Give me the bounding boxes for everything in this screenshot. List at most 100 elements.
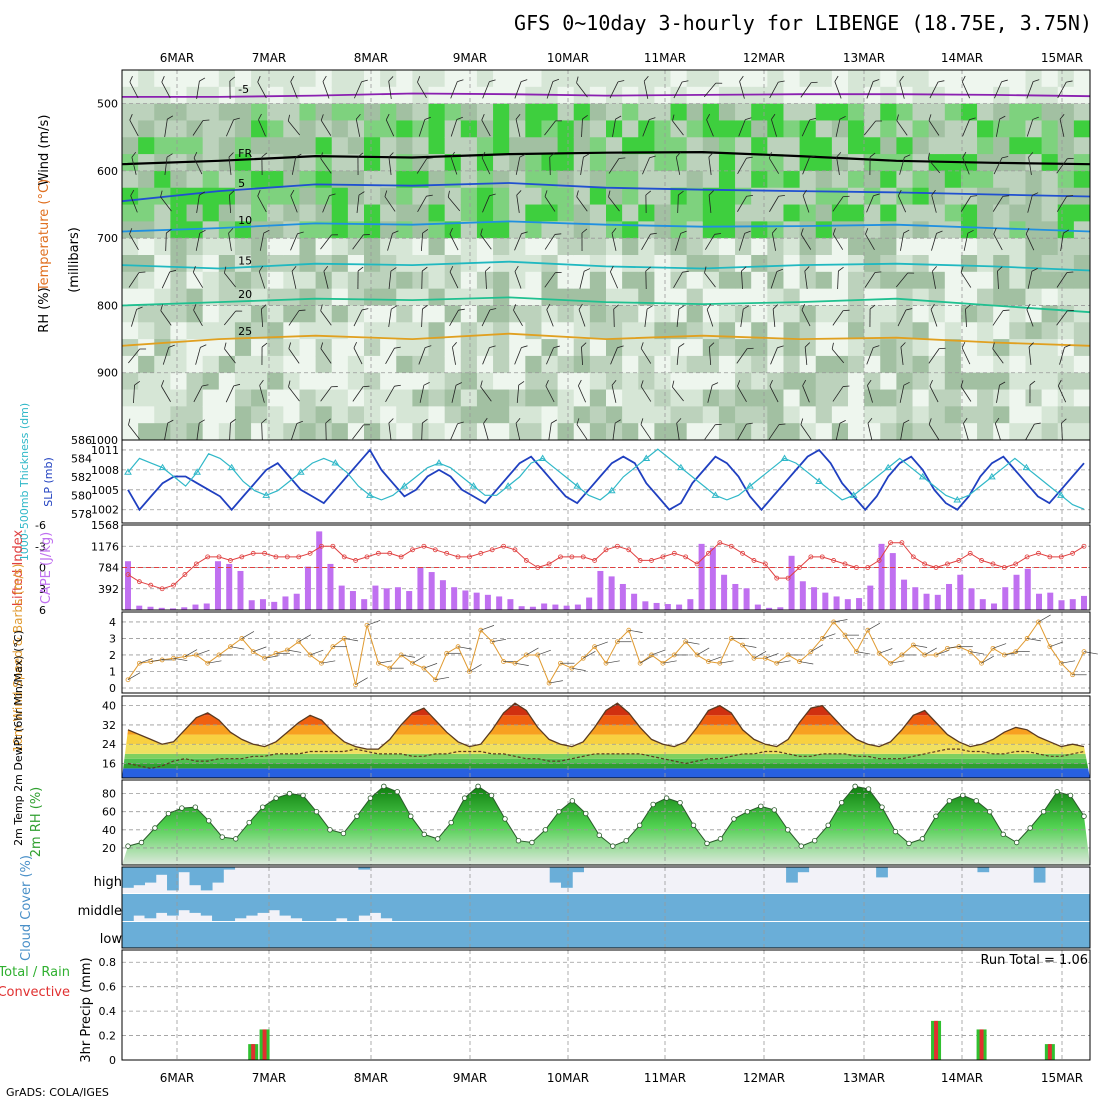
wind-barb [291, 265, 297, 289]
wind-barb-shaft [385, 119, 395, 137]
rh-cell [815, 86, 833, 105]
wind-barb-shaft [771, 119, 777, 137]
rh-cell [170, 423, 188, 441]
wind10-barb [981, 655, 994, 664]
rh-cell [138, 187, 155, 206]
wind-barb-flag [963, 417, 968, 424]
wind-barb [994, 79, 1008, 99]
rh-cell [234, 170, 252, 189]
wind-barb-flag [199, 229, 206, 234]
wind-barb [196, 191, 206, 213]
rh-cell [977, 423, 994, 441]
wind-barb-flag [832, 228, 836, 235]
wind-barb-shaft [993, 157, 1003, 175]
cloud-middle-bar [133, 894, 146, 916]
rh-cell [864, 355, 881, 374]
rh-cell [622, 389, 639, 407]
wind-barb-shaft [481, 157, 491, 175]
rh-cell [606, 288, 623, 306]
wind-barb-flag [611, 227, 617, 234]
wind-barb-shaft [514, 347, 522, 365]
rh-cell [493, 137, 510, 155]
li-point [910, 554, 916, 560]
wind-barb-flag [706, 113, 711, 120]
rh-cell [170, 288, 188, 306]
rh-cell [331, 355, 349, 374]
li-point [922, 561, 928, 567]
rh-cell [396, 238, 413, 256]
rh-cell [783, 120, 801, 138]
rh-cell [315, 339, 333, 357]
wind-barb [515, 113, 521, 137]
wind10-barb-shaft [309, 649, 324, 656]
cloud-middle-bar [797, 894, 810, 921]
wind-barb [931, 230, 943, 251]
wind-barb [257, 76, 267, 99]
wind-barb [1060, 229, 1070, 251]
rh-cell [283, 204, 300, 222]
rh-cell [1041, 389, 1059, 407]
rh-cell [541, 389, 559, 407]
ua-ylabel-temp: Temperature (°C) [37, 179, 52, 292]
rh-cell [977, 372, 994, 391]
wind-barb-flag [576, 418, 580, 425]
rh-cell [1073, 406, 1091, 424]
wind-barb-shaft [417, 82, 427, 98]
wind-barb-flag [425, 345, 432, 348]
temp2m-ytick: 40 [102, 700, 116, 713]
wind-barb-shaft [864, 120, 876, 136]
wind-barb [895, 272, 915, 288]
wind-barb-flag [611, 379, 617, 386]
rh-cell [993, 221, 1010, 239]
thk-ytick: 578 [71, 508, 92, 521]
wind-barb-flag [224, 342, 227, 349]
rh-cell [928, 103, 946, 121]
rh-cell [541, 372, 559, 391]
rh-cell [815, 389, 833, 407]
rh-cell [864, 154, 881, 172]
rh-cell [251, 103, 268, 121]
rh-cell [541, 238, 559, 256]
rh-cell [557, 423, 575, 441]
rh-cell [202, 154, 220, 172]
wind-barb [611, 379, 617, 403]
wind-barb-flag [160, 304, 163, 311]
li-point [523, 558, 529, 563]
cloud-low-bar [606, 922, 618, 948]
rh-cell [1057, 288, 1075, 306]
wind-barb-shaft [676, 423, 680, 441]
wind-barb-flag [800, 228, 804, 235]
rh-cell [977, 70, 994, 88]
rh-cell [557, 271, 575, 290]
wind-barb [704, 266, 716, 288]
rh-cell [864, 204, 881, 222]
temp-band [122, 758, 1090, 764]
rh-cell [848, 322, 865, 340]
ua-ytick: 600 [97, 165, 118, 178]
rh-cell [412, 305, 430, 323]
cloud-middle-bar [662, 894, 675, 921]
rh-cell [525, 204, 542, 222]
cloud-high-bar [155, 867, 168, 875]
rh-cell [912, 221, 930, 239]
wind-barb-flag [452, 342, 457, 348]
cape-frame [121, 524, 1091, 611]
rh2m-point [1067, 792, 1074, 799]
cloud-middle-bar [212, 894, 224, 921]
rh-cell [476, 120, 494, 138]
wind-barb [866, 345, 880, 365]
wind-barb [1028, 342, 1034, 365]
rh-cell [267, 389, 284, 407]
wind-barb-flag [168, 344, 175, 348]
wind-barb [899, 381, 910, 403]
rh-cell [541, 187, 559, 206]
wind-barb-flag [961, 341, 966, 349]
wind-barb [802, 379, 810, 403]
rh-cell [654, 238, 672, 256]
rh-cell [444, 355, 462, 374]
cape-ytick: 1568 [91, 519, 119, 532]
rh2m-point [623, 837, 629, 844]
wind-barb-shaft [576, 82, 588, 98]
wind-barb-shaft [642, 119, 650, 137]
wind-barb-shaft [133, 384, 135, 404]
